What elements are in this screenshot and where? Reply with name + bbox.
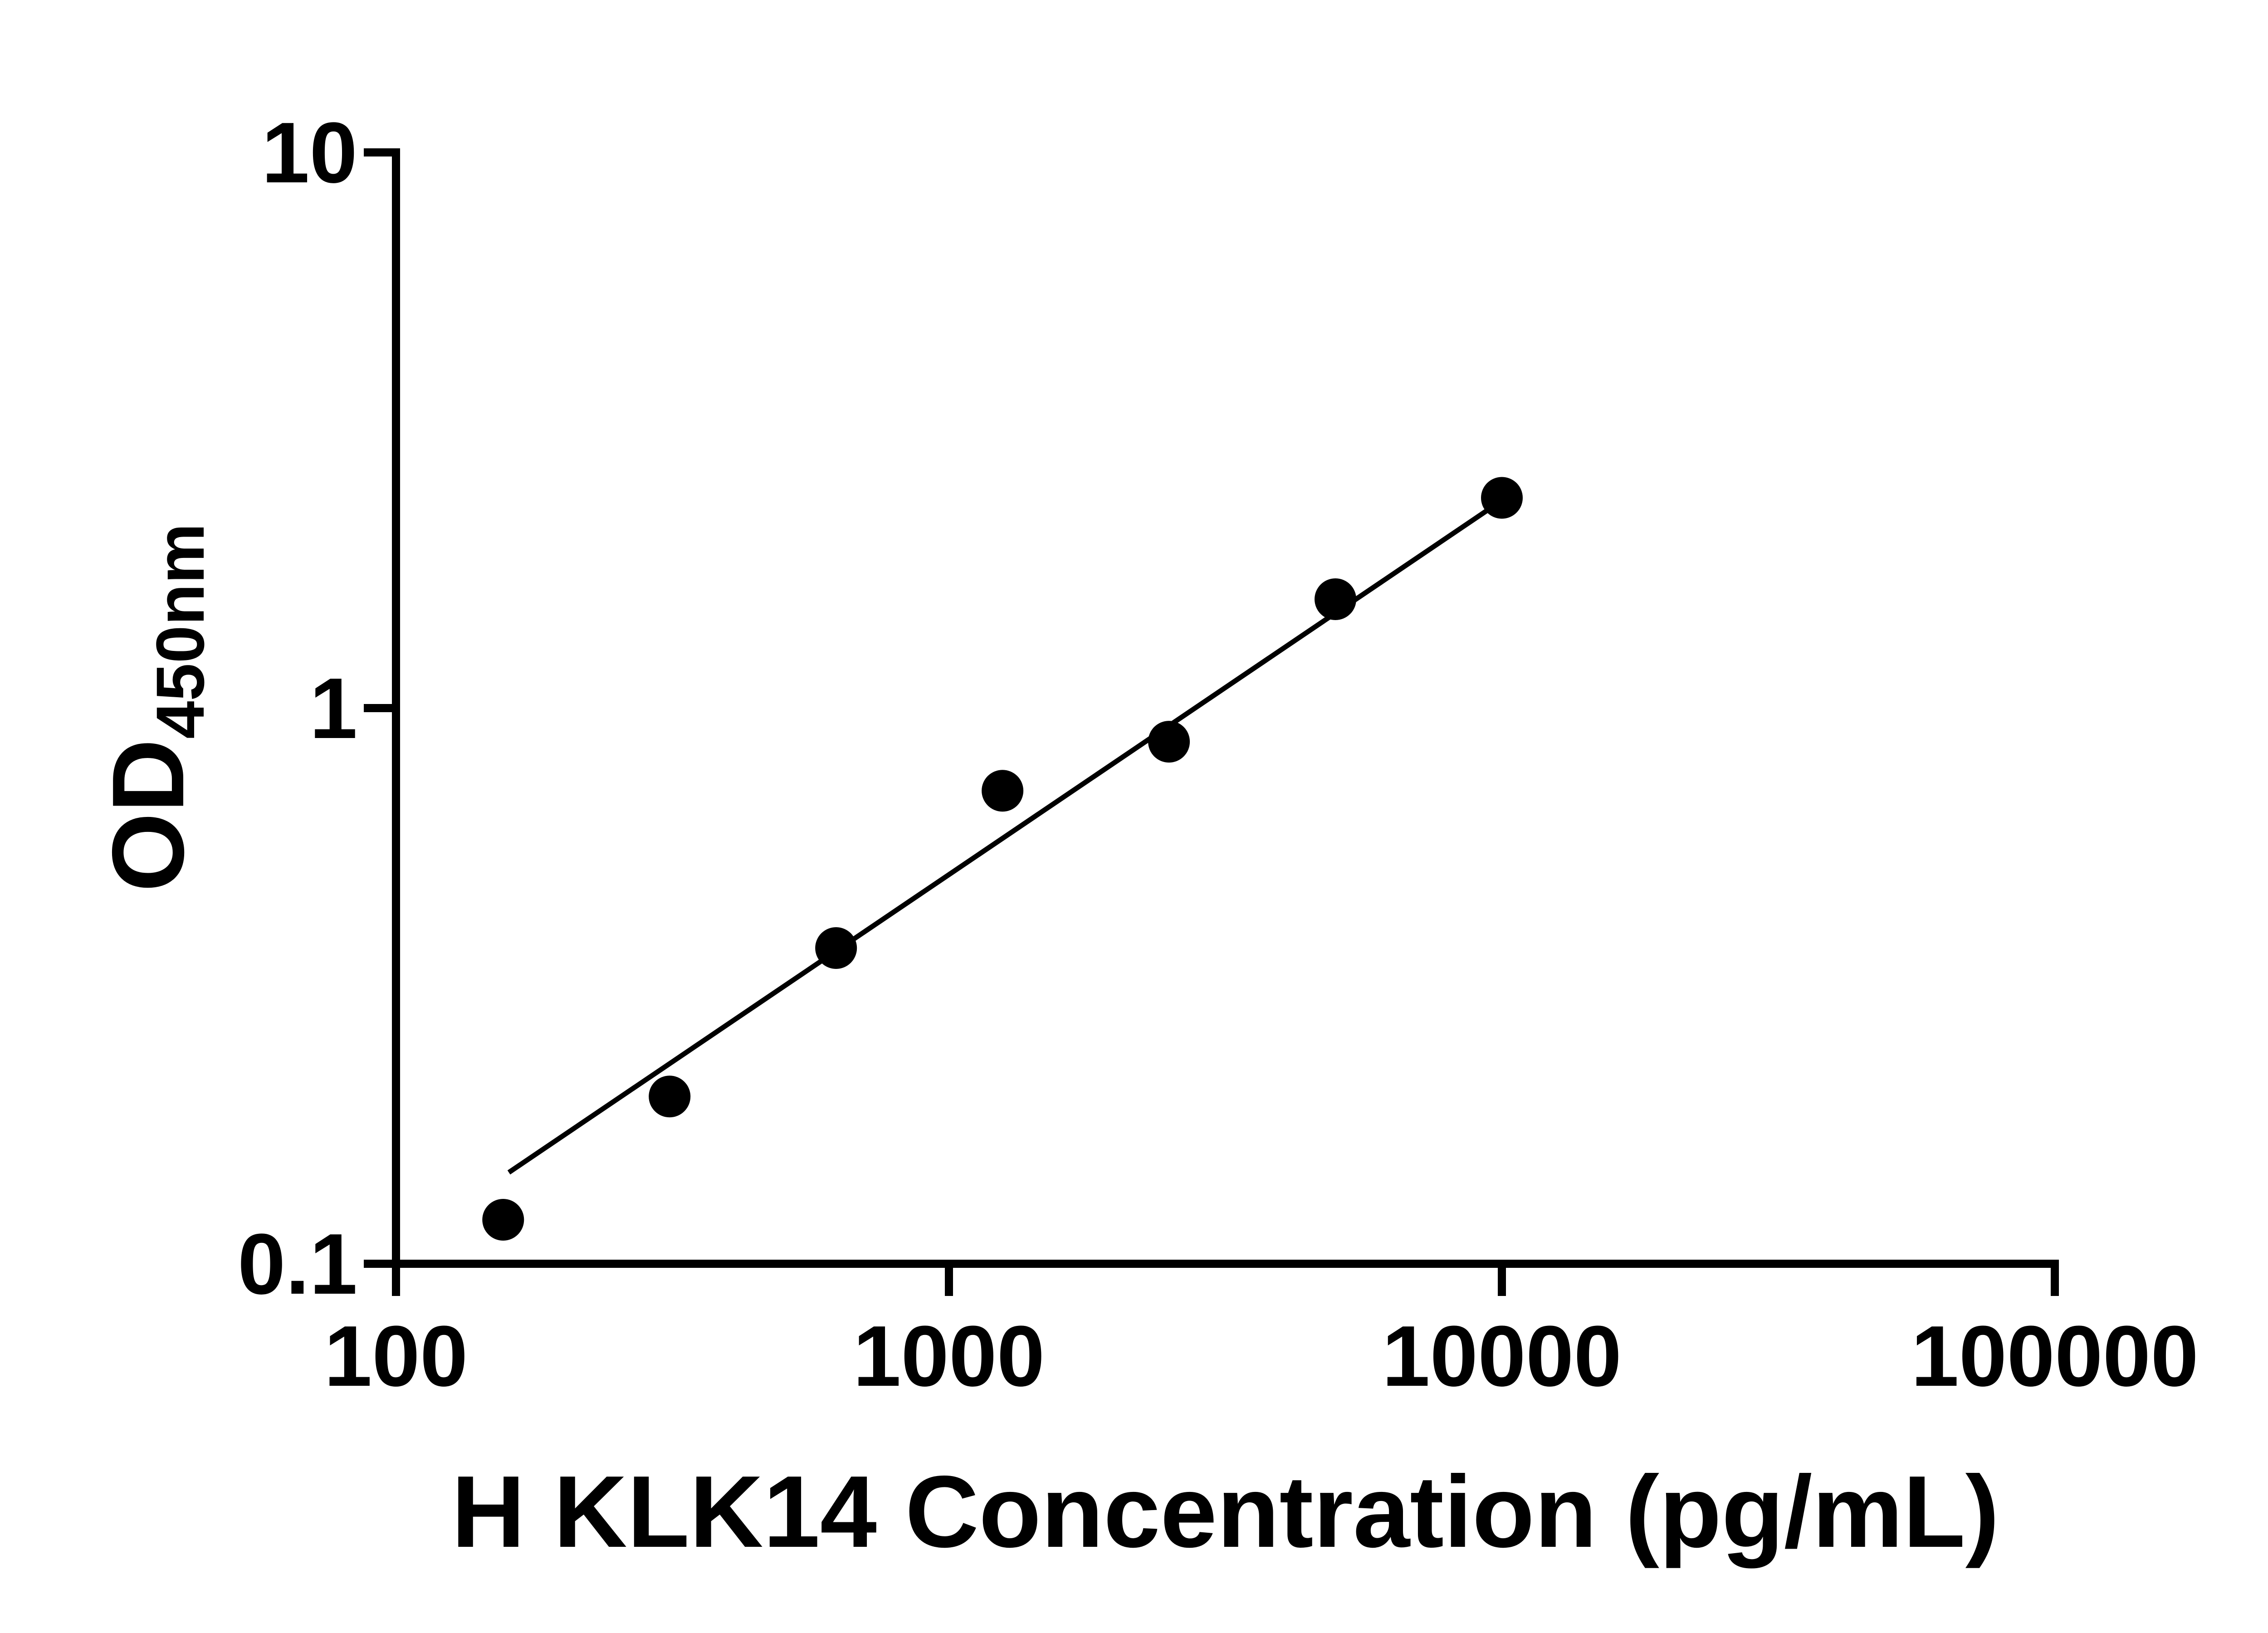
x-axis-tick-label: 100000 <box>1911 1308 2199 1404</box>
y-axis-tick-label: 0.1 <box>238 1216 357 1312</box>
y-axis-tick-label: 10 <box>262 105 357 201</box>
x-axis-tick-label: 100 <box>324 1308 468 1404</box>
y-axis-title: OD450nm <box>57 390 239 1025</box>
data-point <box>1481 477 1523 519</box>
data-point <box>982 770 1024 812</box>
y-axis-title-sub: 450nm <box>142 523 218 739</box>
data-point <box>1315 578 1357 621</box>
data-point <box>482 1199 524 1241</box>
x-axis-tick-label: 1000 <box>853 1308 1045 1404</box>
y-axis-title-main: OD <box>91 738 205 892</box>
axis-spine <box>392 148 2059 1268</box>
data-point <box>815 927 857 969</box>
y-axis-tick-label: 1 <box>309 660 357 757</box>
x-axis-title: H KLK14 Concentration (pg/mL) <box>451 1454 1999 1569</box>
x-axis-tick-label: 10000 <box>1382 1308 1622 1404</box>
data-point <box>649 1076 691 1118</box>
data-point <box>1148 721 1190 763</box>
